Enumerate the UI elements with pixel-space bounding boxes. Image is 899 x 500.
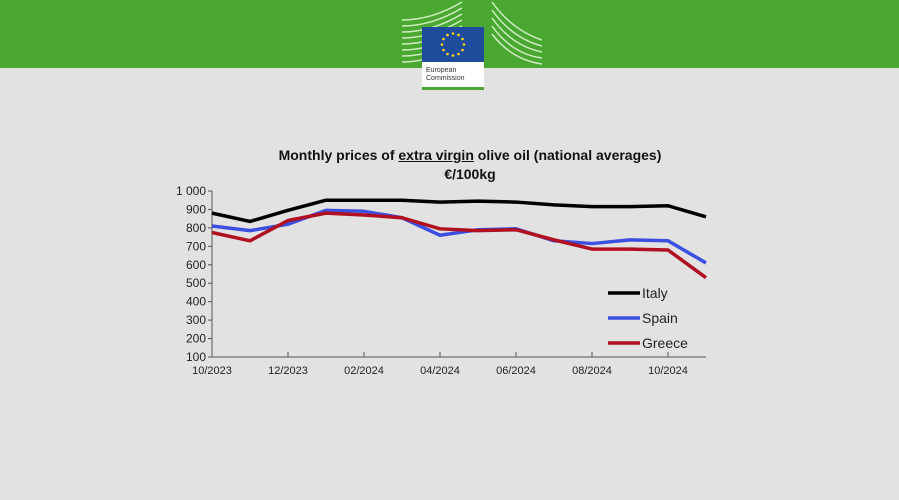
y-tick-label: 800 <box>186 221 206 235</box>
series-line-greece <box>211 211 708 280</box>
y-tick-label: 100 <box>186 350 206 364</box>
y-tick-label: 300 <box>186 313 206 327</box>
european-commission-logo: European Commission <box>422 27 484 90</box>
star-icon <box>462 43 466 46</box>
series-line-italy <box>211 198 707 224</box>
legend-label-italy: Italy <box>642 285 668 301</box>
eu-flag-icon <box>422 27 484 62</box>
legend-label-greece: Greece <box>642 335 688 351</box>
y-tick-label: 1 000 <box>176 184 206 198</box>
star-icon <box>442 48 445 52</box>
x-tick-label: 12/2023 <box>268 365 308 377</box>
star-icon <box>457 52 460 56</box>
y-tick-label: 700 <box>186 239 206 253</box>
star-icon <box>461 48 464 52</box>
star-icon <box>451 32 455 35</box>
star-icon <box>461 37 464 41</box>
y-tick-label: 400 <box>186 295 206 309</box>
y-tick-label: 900 <box>186 202 206 216</box>
star-icon <box>457 33 460 37</box>
x-tick-label: 08/2024 <box>572 365 612 377</box>
star-icon <box>446 52 449 56</box>
star-icon <box>451 54 455 57</box>
logo-text-line2: Commission <box>426 75 465 82</box>
x-tick-label: 04/2024 <box>420 365 460 377</box>
series-line-spain <box>211 208 707 265</box>
x-tick-label: 10/2023 <box>192 365 232 377</box>
y-tick-label: 500 <box>186 276 206 290</box>
x-tick-label: 02/2024 <box>344 365 384 377</box>
star-icon <box>440 43 444 46</box>
star-icon <box>442 37 445 41</box>
star-icon <box>446 33 449 37</box>
chart-subtitle: €/100kg <box>444 166 496 182</box>
x-tick-label: 10/2024 <box>648 365 688 377</box>
y-tick-label: 200 <box>186 332 206 346</box>
logo-text-line1: European <box>426 67 457 74</box>
y-tick-label: 600 <box>186 258 206 272</box>
x-tick-label: 06/2024 <box>496 365 536 377</box>
legend-label-spain: Spain <box>642 310 678 326</box>
chart-title: Monthly prices of extra virgin olive oil… <box>278 147 662 163</box>
